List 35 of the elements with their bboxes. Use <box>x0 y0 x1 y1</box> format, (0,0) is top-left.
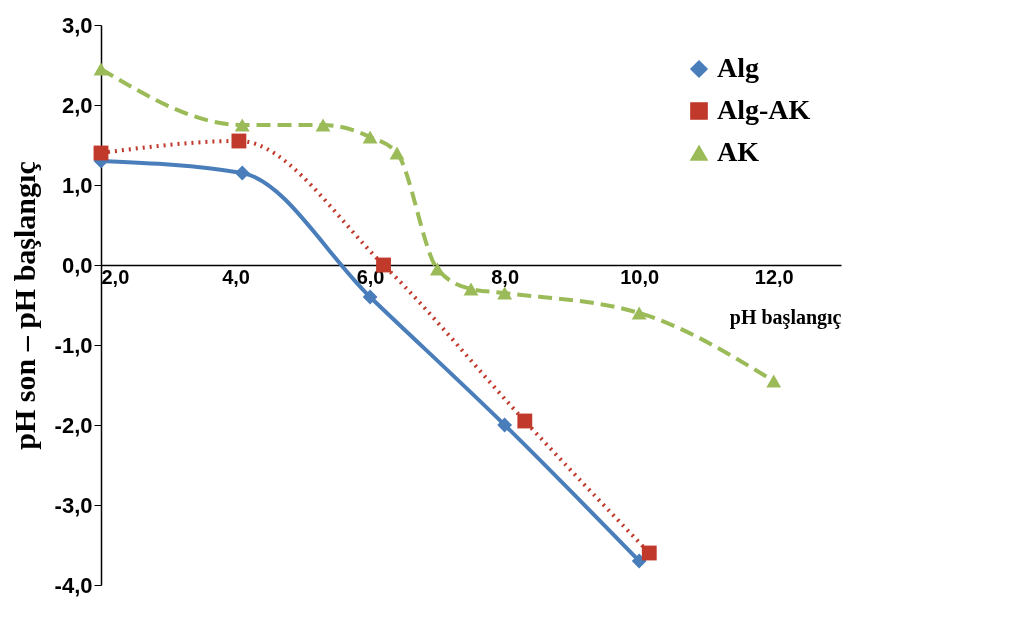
point <box>497 286 513 300</box>
point <box>234 165 250 181</box>
x-tick-label: 4,0 <box>222 265 250 288</box>
point <box>362 289 378 305</box>
point <box>766 374 782 388</box>
point <box>362 130 378 144</box>
point <box>641 545 657 561</box>
y-tick-label: 1,0 <box>61 172 93 198</box>
y-tick-label: 3,0 <box>61 12 93 38</box>
point <box>234 118 250 132</box>
x-tick-label: 12,0 <box>754 265 794 288</box>
legend-label: Alg-AK <box>717 94 811 125</box>
y-axis-title: pH son – pH başlangıç <box>7 161 41 450</box>
point <box>315 118 331 132</box>
point <box>429 262 445 276</box>
point <box>231 133 247 149</box>
point <box>389 146 405 160</box>
y-tick-label: 2,0 <box>61 92 93 118</box>
point <box>517 413 533 429</box>
x-axis-title: pH başlangıç <box>729 305 842 329</box>
legend-label: AK <box>717 136 760 167</box>
point <box>631 553 647 569</box>
point <box>631 306 647 320</box>
legend-label: Alg <box>717 52 759 83</box>
x-tick-label: 8,0 <box>491 265 520 288</box>
x-tick-label: 10,0 <box>620 265 660 288</box>
y-tick-label: 0,0 <box>61 252 93 278</box>
y-tick-label: -3,0 <box>54 492 93 518</box>
y-tick-label: -1,0 <box>54 332 93 358</box>
x-tick-label: 2,0 <box>101 265 130 288</box>
point <box>93 62 109 76</box>
y-tick-label: -4,0 <box>54 572 93 598</box>
y-tick-label: -2,0 <box>54 412 93 438</box>
point <box>463 282 479 296</box>
point <box>497 417 513 433</box>
